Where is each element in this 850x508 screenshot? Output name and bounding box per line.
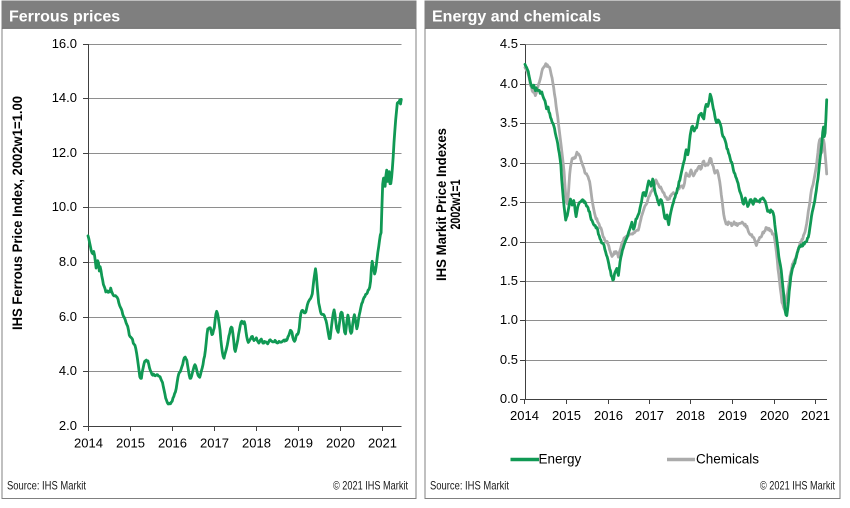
svg-text:2014: 2014: [74, 436, 103, 451]
svg-text:3.5: 3.5: [500, 115, 518, 130]
svg-text:2018: 2018: [676, 408, 705, 423]
svg-text:2002w1=1: 2002w1=1: [447, 179, 463, 229]
svg-text:2016: 2016: [594, 408, 623, 423]
svg-text:2019: 2019: [284, 436, 313, 451]
svg-text:IHS Markit Price Indexes: IHS Markit Price Indexes: [433, 128, 449, 281]
svg-text:1.0: 1.0: [500, 312, 518, 327]
svg-text:2.0: 2.0: [500, 234, 518, 249]
svg-text:2014: 2014: [510, 408, 539, 423]
svg-text:10.0: 10.0: [52, 199, 77, 214]
svg-text:3.0: 3.0: [500, 155, 518, 170]
svg-text:2.5: 2.5: [500, 194, 518, 209]
svg-text:Source: IHS Markit: Source: IHS Markit: [7, 479, 87, 493]
svg-text:0.0: 0.0: [500, 391, 518, 406]
svg-text:2021: 2021: [801, 408, 830, 423]
svg-text:2020: 2020: [326, 436, 355, 451]
svg-text:© 2021 IHS Markit: © 2021 IHS Markit: [760, 479, 836, 493]
svg-text:Source: IHS Markit: Source: IHS Markit: [430, 479, 510, 493]
svg-text:2015: 2015: [552, 408, 581, 423]
svg-text:© 2021 IHS Markit: © 2021 IHS Markit: [333, 479, 409, 493]
svg-text:Energy: Energy: [539, 452, 582, 467]
svg-text:2016: 2016: [158, 436, 187, 451]
svg-text:6.0: 6.0: [59, 309, 77, 324]
svg-text:8.0: 8.0: [59, 254, 77, 269]
svg-text:2021: 2021: [368, 436, 397, 451]
svg-text:2017: 2017: [200, 436, 229, 451]
svg-text:4.0: 4.0: [59, 363, 77, 378]
svg-text:14.0: 14.0: [52, 90, 77, 105]
svg-text:2017: 2017: [635, 408, 664, 423]
svg-text:Chemicals: Chemicals: [696, 452, 759, 467]
svg-text:2.0: 2.0: [59, 418, 77, 433]
svg-text:12.0: 12.0: [52, 145, 77, 160]
svg-text:2018: 2018: [242, 436, 271, 451]
svg-text:Ferrous prices: Ferrous prices: [9, 9, 120, 26]
svg-text:0.5: 0.5: [500, 352, 518, 367]
svg-text:16.0: 16.0: [52, 36, 77, 51]
svg-text:2020: 2020: [760, 408, 789, 423]
svg-text:2015: 2015: [116, 436, 145, 451]
svg-text:4.5: 4.5: [500, 36, 518, 51]
svg-text:IHS Ferrous Price Index, 2002w: IHS Ferrous Price Index, 2002w1=1.00: [9, 96, 25, 330]
svg-text:4.0: 4.0: [500, 76, 518, 91]
svg-text:Energy and chemicals: Energy and chemicals: [432, 9, 601, 26]
svg-text:1.5: 1.5: [500, 273, 518, 288]
svg-text:2019: 2019: [718, 408, 747, 423]
